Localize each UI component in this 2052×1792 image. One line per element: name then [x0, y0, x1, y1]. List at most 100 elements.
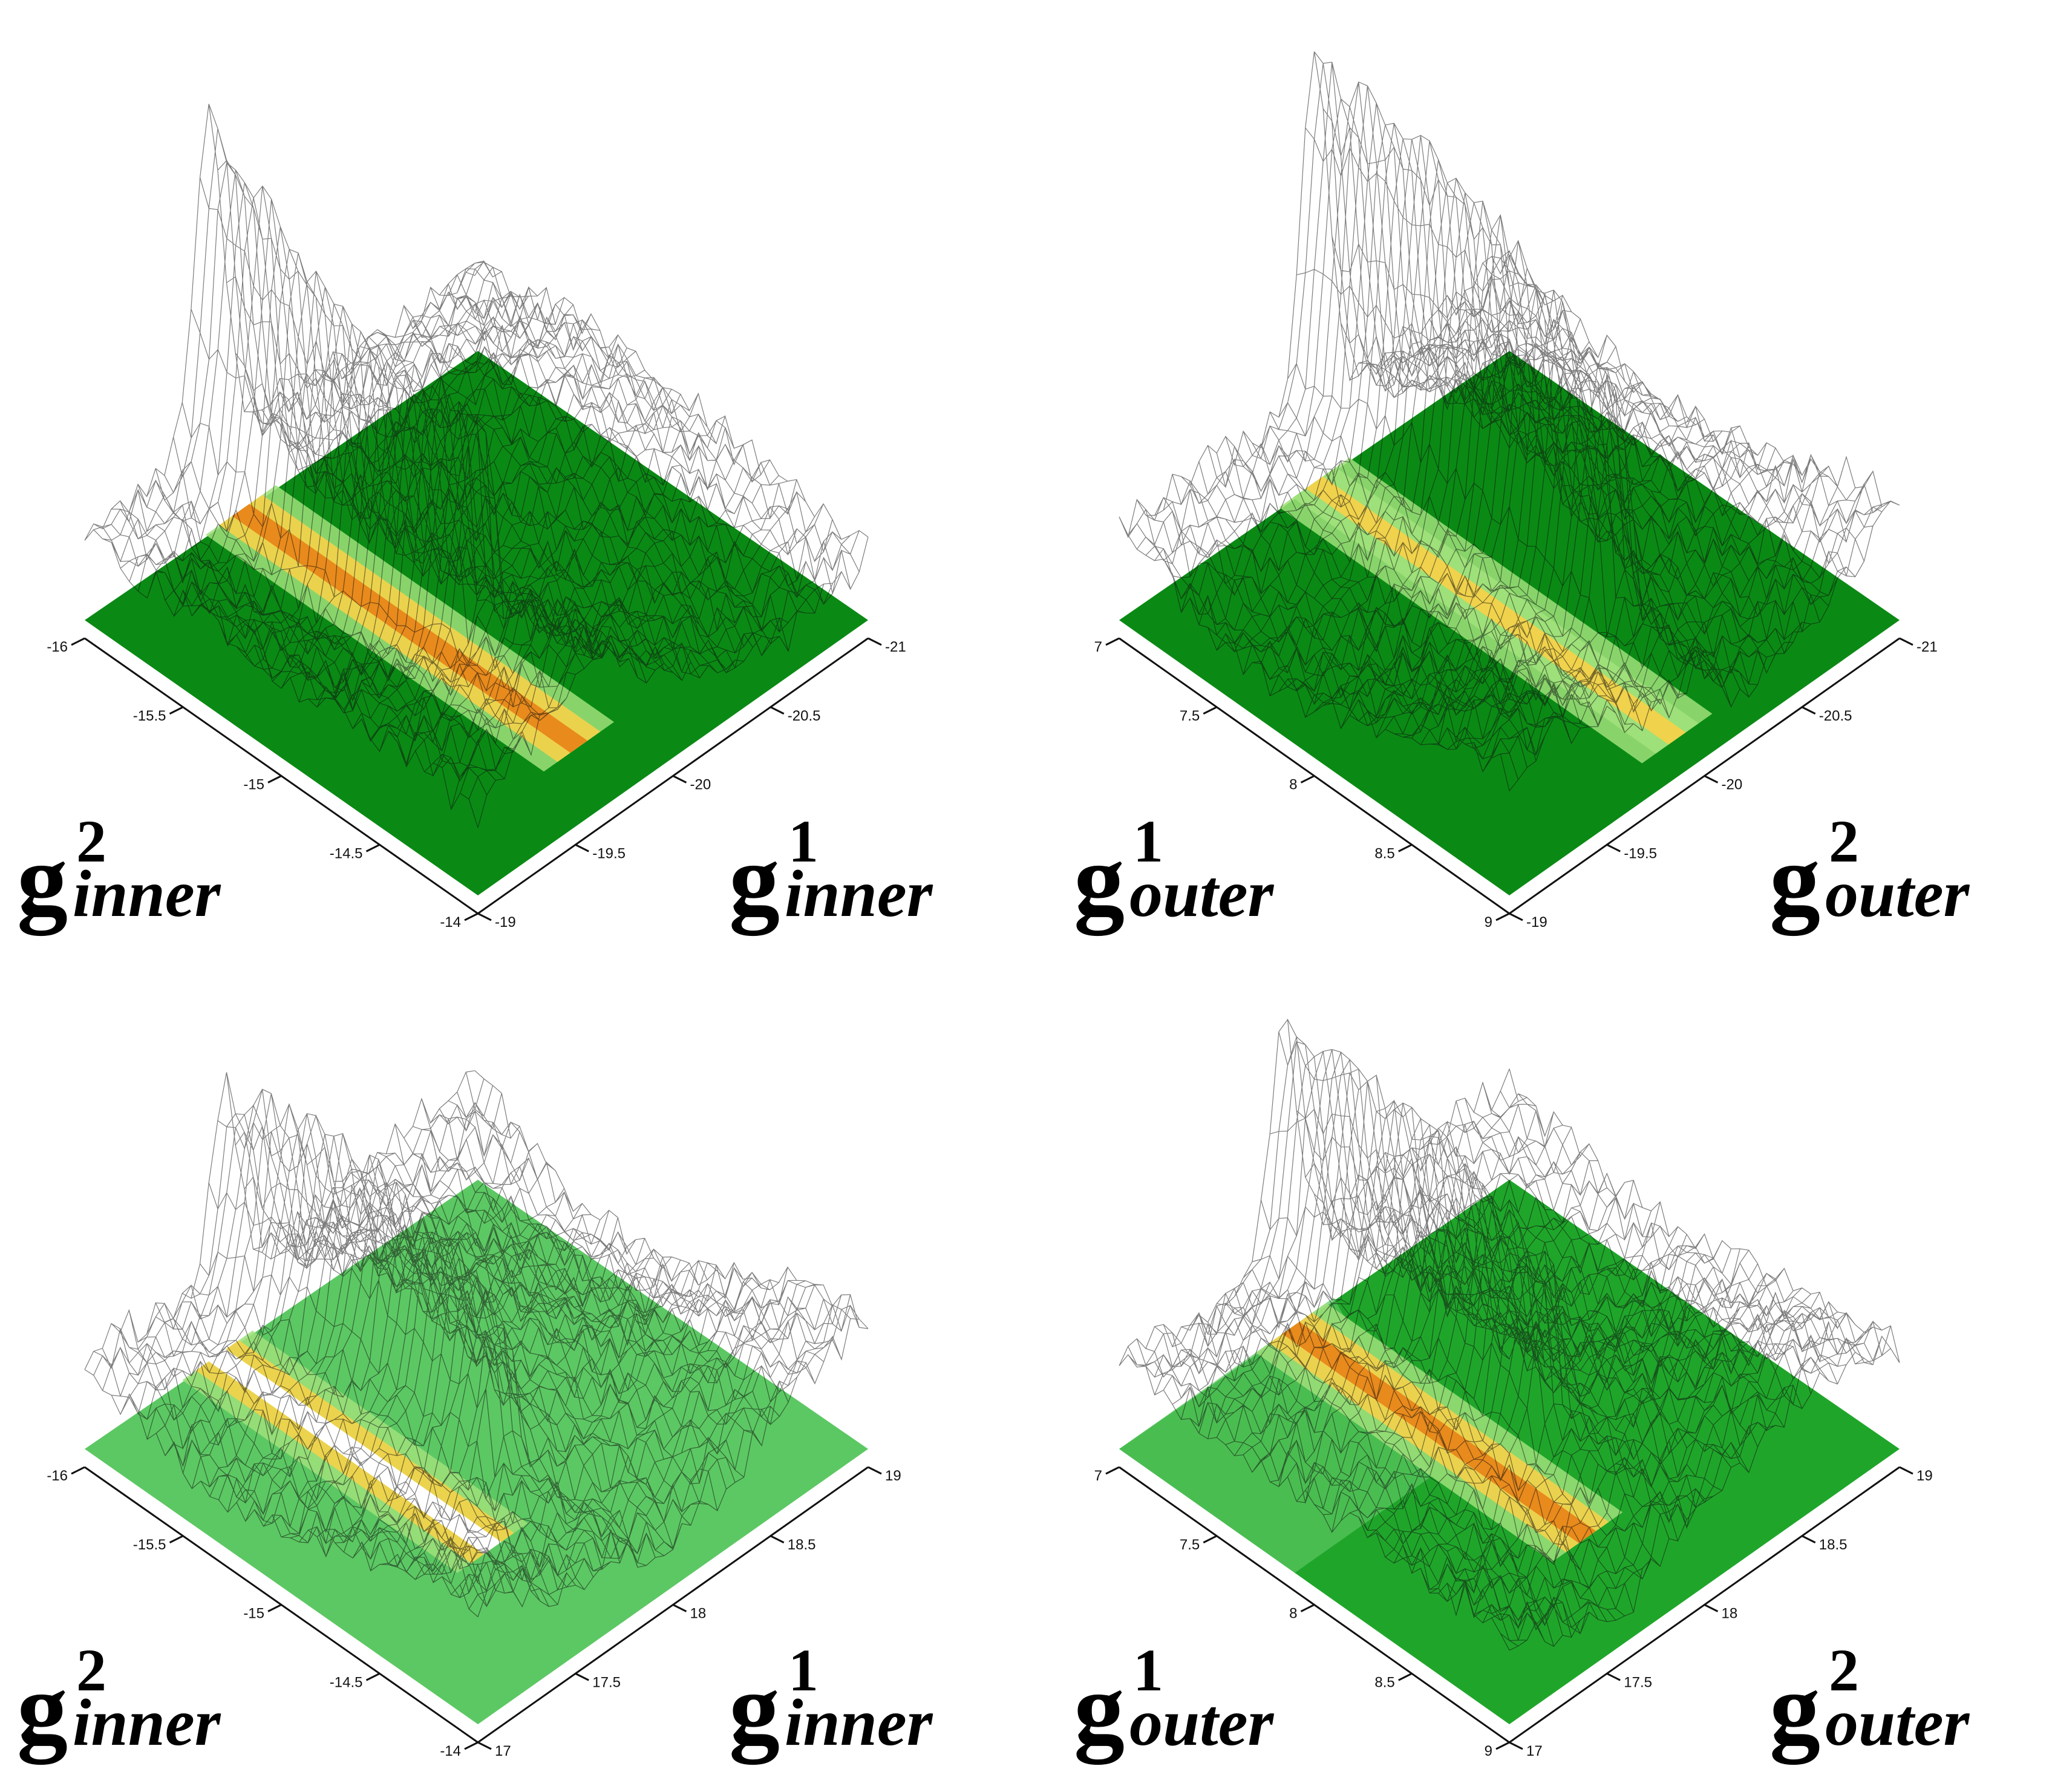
- right-axis-tick-label: -19.5: [592, 845, 626, 862]
- left-axis-tick: [1398, 1672, 1413, 1681]
- left-axis-tick-label: -16: [47, 1468, 68, 1484]
- left-axis-tick-label: -15: [243, 777, 264, 793]
- left-axis-tick: [169, 1535, 184, 1544]
- left-axis-tick: [1203, 1535, 1217, 1544]
- left-axis-tick-label: -15: [243, 1606, 264, 1622]
- right-axis-tick-label: -21: [885, 639, 906, 655]
- right-axis-tick: [1606, 1672, 1621, 1681]
- right-axis-tick: [770, 706, 785, 715]
- left-axis-title-sup: 1: [1133, 808, 1163, 875]
- left-axis-tick: [1495, 912, 1510, 921]
- right-axis-title-sup: 1: [788, 1637, 819, 1704]
- right-axis-title-sub: outer: [1825, 857, 1970, 930]
- left-axis-title-base: g: [17, 1652, 68, 1765]
- left-axis-title-sub: inner: [73, 1686, 221, 1759]
- left-axis-title-sub: outer: [1129, 1686, 1275, 1759]
- right-axis-tick: [477, 912, 492, 921]
- left-axis-tick: [71, 1466, 85, 1475]
- left-axis-title-sub: outer: [1129, 857, 1275, 930]
- left-axis-tick-label: -14.5: [330, 1674, 363, 1690]
- left-axis-title-sup: 1: [1133, 1637, 1163, 1704]
- left-axis-tick: [464, 912, 479, 921]
- right-axis-tick-label: 18.5: [788, 1537, 816, 1553]
- left-axis-tick: [1300, 1604, 1315, 1612]
- right-axis-tick-label: -20.5: [1819, 708, 1852, 724]
- surface-mesh: [84, 1070, 869, 1617]
- left-axis-title-sub: inner: [73, 857, 221, 930]
- surface-mesh: [84, 103, 869, 828]
- right-axis-tick-label: -19: [495, 914, 516, 930]
- right-axis-title-sub: inner: [785, 857, 933, 930]
- left-axis-title-base: g: [1074, 1652, 1125, 1765]
- surface-mesh: [1119, 1018, 1900, 1651]
- right-axis-title-sup: 2: [1829, 1637, 1859, 1704]
- left-axis-tick-label: 8: [1289, 777, 1297, 793]
- axes: -16 -15.5 -15 -14.5 -14 -21 -20.5 -20 -19.5 -19: [47, 637, 906, 930]
- right-axis-title-base: g: [729, 1652, 780, 1765]
- right-axis-title-sub: inner: [785, 1686, 933, 1759]
- left-axis-tick: [169, 706, 184, 715]
- floor-diamond: [85, 1180, 868, 1724]
- band-core: [232, 503, 588, 753]
- left-axis-title-base: g: [17, 823, 68, 936]
- right-axis-tick-label: 18: [1722, 1606, 1738, 1622]
- right-axis-tick: [575, 1672, 589, 1681]
- right-axis-tick-label: 17: [495, 1743, 511, 1759]
- left-axis-tick-label: 7: [1094, 1468, 1102, 1484]
- right-axis-tick-label: 18: [690, 1606, 707, 1622]
- right-axis-tick-label: -19: [1526, 914, 1547, 930]
- right-axis-tick-label: -19.5: [1624, 845, 1657, 862]
- axes: -16 -15.5 -15 -14.5 -14 19 18.5 18 17.5 17: [47, 1466, 901, 1759]
- right-axis-title-sub: outer: [1825, 1686, 1970, 1759]
- right-axis-tick-label: 17.5: [592, 1674, 621, 1690]
- left-axis-tick-label: -14: [440, 914, 461, 930]
- left-axis-tick: [1105, 637, 1120, 646]
- right-axis-tick: [575, 843, 589, 852]
- left-axis-tick: [365, 843, 381, 852]
- left-axis-tick: [365, 1672, 381, 1681]
- right-axis-tick: [868, 637, 882, 646]
- left-axis-title-base: g: [1074, 823, 1125, 936]
- right-axis-tick: [1509, 1741, 1523, 1750]
- right-axis-title-base: g: [729, 823, 780, 936]
- left-axis-tick-label: 7.5: [1180, 708, 1200, 724]
- right-axis-title-sup: 2: [1829, 808, 1859, 875]
- right-axis-tick-label: 17.5: [1624, 1674, 1652, 1690]
- right-axis-tick-label: -21: [1916, 639, 1938, 655]
- right-axis-tick-label: -20: [1722, 777, 1743, 793]
- panel-top-left: -16-15.5-15-14.5-14-21-20.5-20-19.5-19g 2…: [17, 103, 933, 936]
- left-axis-tick: [1495, 1741, 1510, 1750]
- right-axis-tick: [1802, 1535, 1816, 1544]
- left-axis-tick-label: -14.5: [330, 845, 363, 862]
- left-axis-tick: [1105, 1466, 1120, 1475]
- right-axis-tick-label: 19: [885, 1468, 901, 1484]
- left-axis-tick: [71, 637, 85, 646]
- band-core: [209, 1349, 502, 1554]
- right-axis-tick: [1704, 1604, 1719, 1612]
- right-axis-tick: [1899, 637, 1913, 646]
- right-axis-tick-label: 19: [1916, 1468, 1933, 1484]
- right-axis-tick: [672, 775, 687, 783]
- right-axis-tick: [672, 1604, 687, 1612]
- left-axis-tick-label: 9: [1485, 914, 1492, 930]
- right-axis-tick-label: -20.5: [788, 708, 821, 724]
- left-axis-tick-label: 8.5: [1374, 1674, 1394, 1690]
- left-axis-title-sup: 2: [76, 808, 106, 875]
- right-axis-tick: [1606, 843, 1621, 852]
- left-axis-tick: [1203, 706, 1217, 715]
- axes: 7 7.5 8 8.5 9 19 18.5 18 17.5 17: [1094, 1466, 1933, 1759]
- left-axis-tick-label: -14: [440, 1743, 461, 1759]
- left-axis-tick-label: -15.5: [133, 708, 166, 724]
- right-axis-tick: [1704, 775, 1719, 783]
- right-axis-title-sup: 1: [788, 808, 819, 875]
